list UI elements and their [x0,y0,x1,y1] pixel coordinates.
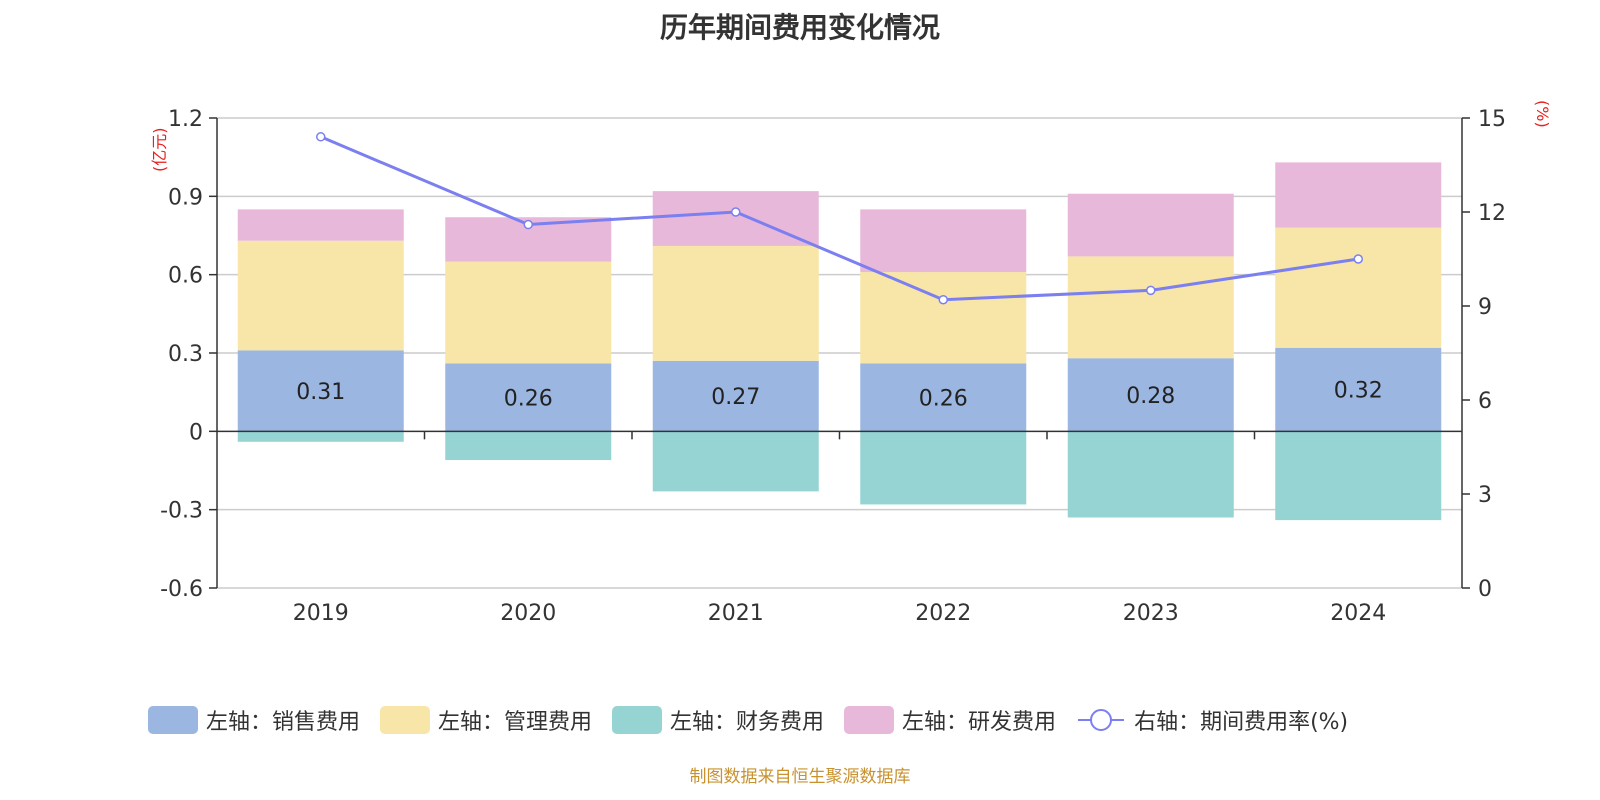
rate-point [316,132,326,142]
left-axis-unit: (亿元) [150,127,169,173]
bar-segment [1275,347,1442,432]
rate-line [320,135,1359,302]
legend-item[interactable]: 左轴：销售费用 [148,704,360,736]
chart-title: 历年期间费用变化情况 [659,11,940,44]
legend-swatch [148,706,198,734]
bar-segment [1067,193,1234,257]
left-axis-tick-label: 0.3 [168,342,203,367]
bar-segment [237,240,404,351]
bar-segment [237,431,404,442]
bar-segment [445,261,612,364]
bar-segment [445,363,612,432]
legend-item[interactable]: 左轴：管理费用 [380,704,592,736]
right-axis-unit: (%) [1533,100,1552,128]
left-axis-tick-label: 0 [189,420,203,445]
legend-label: 左轴：研发费用 [902,710,1057,735]
legend: 左轴：销售费用 左轴：管理费用 左轴：财务费用 左轴：研发费用 右轴：期间费用率(%) [148,704,1368,736]
legend-label: 左轴：财务费用 [670,710,825,735]
right-axis-tick-label: 12 [1478,201,1506,226]
bar-value-label: 0.32 [1334,379,1383,404]
bar-segment [1275,431,1442,521]
bar-segment [237,350,404,432]
bar-segment [652,431,819,492]
right-axis-tick-label: 0 [1478,577,1492,602]
x-axis-tick-label: 2023 [1123,601,1179,626]
legend-item[interactable]: 右轴：期间费用率(%) [1076,704,1348,736]
bar-segment [1275,227,1442,348]
label-layer: 0.31 0.26 0.27 0.26 0.28 0.32 [296,379,1382,412]
bar-segment [1067,358,1234,432]
bar-layer [237,162,1442,521]
legend-swatch [612,706,663,734]
right-axis-tick-label: 9 [1478,295,1492,320]
x-axis-tick-label: 2022 [915,601,971,626]
legend-item[interactable]: 左轴：研发费用 [844,704,1056,736]
bar-segment [860,272,1027,364]
bar-segment [860,209,1027,273]
bar-value-label: 0.27 [711,385,760,410]
bar-segment [445,431,612,461]
rate-point [523,219,533,230]
legend-swatch [380,706,431,734]
legend-label: 左轴：管理费用 [438,710,593,735]
legend-swatch [844,706,895,734]
source-note: 制图数据来自恒生聚源数据库 [689,767,911,787]
left-axis-tick-label: 0.6 [168,264,203,289]
right-axis-tick-label: 3 [1478,483,1492,508]
legend-label: 右轴：期间费用率(%) [1134,710,1349,735]
bar-value-label: 0.31 [296,380,345,405]
x-axis-tick-label: 2024 [1330,601,1386,626]
right-axis-tick-label: 6 [1478,389,1492,414]
bar-segment [860,431,1027,505]
axis-layer: 1.2 0.9 0.6 0.3 0 -0.3 -0.6 15 12 9 6 3 0 2019 2020 202… [160,107,1506,626]
rate-point [1146,285,1156,296]
bar-segment [1067,431,1234,518]
left-axis-tick-label: 1.2 [168,107,203,132]
legend-line-marker [1078,709,1125,731]
bar-segment [652,245,819,361]
bar-value-label: 0.26 [504,386,553,411]
rate-point [1353,254,1363,264]
bar-segment [1275,162,1442,228]
line-layer [316,132,1363,305]
rate-point [938,294,948,305]
right-axis-tick-label: 15 [1478,107,1506,132]
bar-segment [237,209,404,241]
x-axis-tick-label: 2021 [708,601,764,626]
grid-layer [217,117,1462,589]
bar-value-label: 0.26 [919,386,968,411]
x-axis-tick-label: 2019 [293,601,349,626]
left-axis-tick-label: -0.6 [160,577,203,602]
left-axis-tick-label: -0.3 [160,499,203,524]
bar-segment [652,360,819,432]
bar-value-label: 0.28 [1126,384,1175,409]
left-axis-tick-label: 0.9 [168,185,203,210]
rate-point [731,207,741,217]
bar-segment [860,363,1027,432]
x-axis-tick-label: 2020 [500,601,556,626]
legend-label: 左轴：销售费用 [206,710,361,735]
bar-segment [1067,256,1234,359]
legend-item[interactable]: 左轴：财务费用 [612,704,824,736]
